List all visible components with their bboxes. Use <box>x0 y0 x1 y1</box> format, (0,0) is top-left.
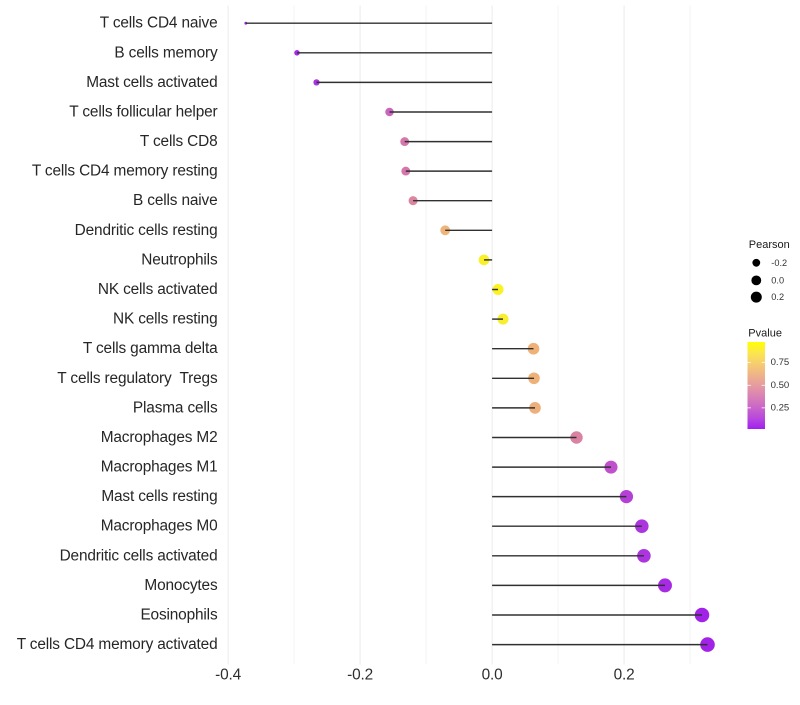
svg-text:Mast cells activated: Mast cells activated <box>86 74 217 91</box>
svg-text:Pvalue: Pvalue <box>748 328 782 340</box>
svg-text:0.2: 0.2 <box>771 292 784 302</box>
svg-text:T cells CD4 memory resting: T cells CD4 memory resting <box>32 163 218 180</box>
svg-text:T cells gamma delta: T cells gamma delta <box>83 340 218 357</box>
svg-text:Macrophages M0: Macrophages M0 <box>101 518 218 535</box>
svg-text:Dendritic cells resting: Dendritic cells resting <box>75 222 218 239</box>
svg-text:Pearson: Pearson <box>749 239 790 251</box>
svg-text:T cells CD4 naive: T cells CD4 naive <box>100 15 218 32</box>
svg-text:0.0: 0.0 <box>482 666 503 683</box>
svg-text:Plasma cells: Plasma cells <box>133 399 218 416</box>
svg-text:T cells regulatory Tregs: T cells regulatory Tregs <box>57 370 218 387</box>
svg-text:NK cells activated: NK cells activated <box>98 281 218 298</box>
svg-text:0.75: 0.75 <box>771 357 790 368</box>
svg-text:0.2: 0.2 <box>614 666 635 683</box>
svg-text:-0.4: -0.4 <box>215 666 242 683</box>
svg-text:0.50: 0.50 <box>771 380 790 391</box>
svg-text:-0.2: -0.2 <box>347 666 373 683</box>
svg-text:B cells naive: B cells naive <box>133 192 217 209</box>
svg-text:B cells memory: B cells memory <box>114 44 218 61</box>
svg-text:Eosinophils: Eosinophils <box>140 607 218 624</box>
svg-text:0.25: 0.25 <box>771 402 790 413</box>
svg-text:Macrophages M2: Macrophages M2 <box>101 429 218 446</box>
svg-text:Dendritic cells activated: Dendritic cells activated <box>60 547 218 564</box>
svg-text:Neutrophils: Neutrophils <box>141 251 218 268</box>
svg-text:0.0: 0.0 <box>771 275 784 285</box>
svg-text:T cells follicular helper: T cells follicular helper <box>69 104 217 121</box>
svg-text:NK cells resting: NK cells resting <box>113 311 218 328</box>
svg-text:Monocytes: Monocytes <box>144 577 218 594</box>
svg-text:Mast cells resting: Mast cells resting <box>101 488 217 505</box>
svg-text:T cells CD8: T cells CD8 <box>140 133 218 150</box>
svg-text:-0.2: -0.2 <box>771 258 787 268</box>
svg-text:T cells CD4 memory activated: T cells CD4 memory activated <box>17 636 218 653</box>
svg-text:Macrophages M1: Macrophages M1 <box>101 459 218 476</box>
